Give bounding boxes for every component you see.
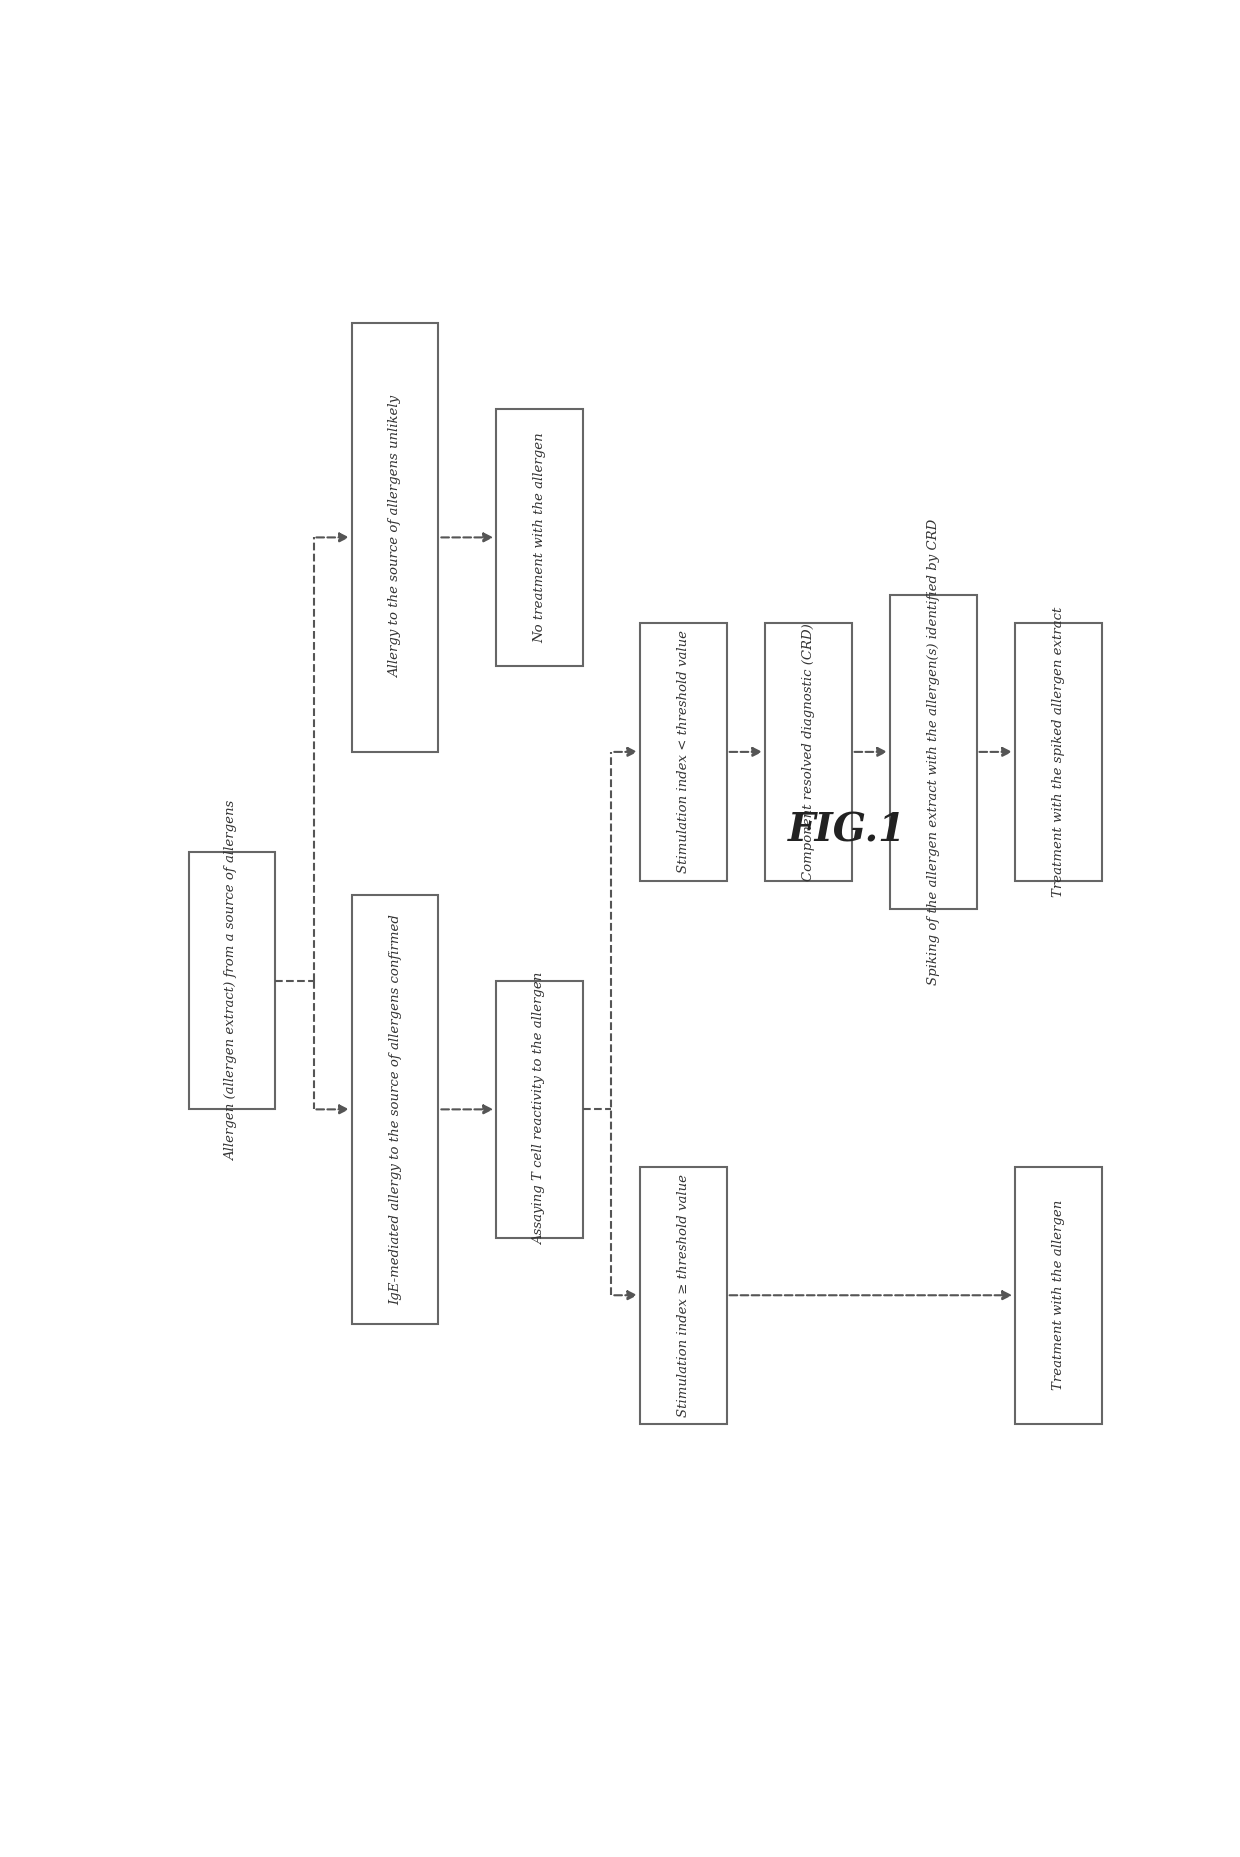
- Text: Spiking of the allergen extract with the allergen(s) identified by CRD: Spiking of the allergen extract with the…: [928, 518, 940, 984]
- Bar: [188, 852, 275, 1109]
- Bar: [765, 624, 852, 880]
- Text: Treatment with the allergen: Treatment with the allergen: [1052, 1200, 1065, 1391]
- Bar: [1016, 624, 1101, 880]
- Text: Stimulation index ≥ threshold value: Stimulation index ≥ threshold value: [677, 1174, 689, 1417]
- Bar: [352, 323, 439, 752]
- Text: FIG.1: FIG.1: [787, 812, 906, 849]
- Bar: [352, 895, 439, 1324]
- Text: No treatment with the allergen: No treatment with the allergen: [533, 433, 546, 643]
- Text: Assaying T cell reactivity to the allergen: Assaying T cell reactivity to the allerg…: [533, 973, 546, 1246]
- Text: Allergy to the source of allergens unlikely: Allergy to the source of allergens unlik…: [389, 396, 402, 678]
- Bar: [1016, 1166, 1101, 1424]
- Bar: [640, 624, 727, 880]
- Bar: [640, 1166, 727, 1424]
- Text: Stimulation index < threshold value: Stimulation index < threshold value: [677, 630, 689, 873]
- Bar: [890, 594, 977, 910]
- Text: Treatment with the spiked allergen extract: Treatment with the spiked allergen extra…: [1052, 607, 1065, 897]
- Text: Allergen (allergen extract) from a source of allergens: Allergen (allergen extract) from a sourc…: [226, 800, 238, 1161]
- Text: IgE-mediated allergy to the source of allergens confirmed: IgE-mediated allergy to the source of al…: [389, 914, 402, 1305]
- Bar: [496, 409, 583, 667]
- Text: Component resolved diagnostic (CRD): Component resolved diagnostic (CRD): [802, 624, 815, 880]
- Bar: [496, 980, 583, 1239]
